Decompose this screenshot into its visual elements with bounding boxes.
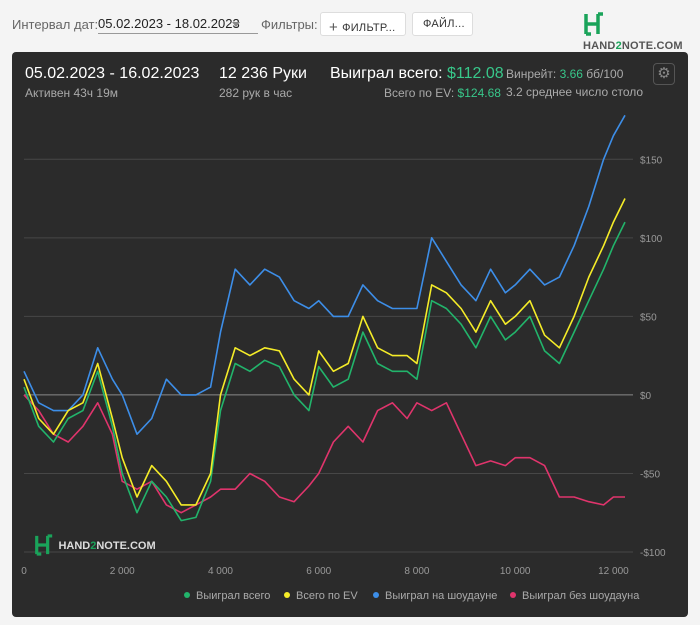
- legend-dot: [184, 592, 190, 598]
- x-tick-label: 0: [21, 566, 27, 577]
- legend-dot: [510, 592, 516, 598]
- legend-label: Выиграл всего: [196, 590, 271, 602]
- legend-label: Выиграл без шоудауна: [522, 590, 640, 602]
- winrate-label: Винрейт:: [506, 67, 557, 81]
- top-bar: Интервал дат: 05.02.2023 - 18.02.2023 Фи…: [0, 0, 700, 52]
- x-tick-label: 8 000: [404, 566, 429, 577]
- won-total: Выиграл всего: $112.08: [330, 65, 504, 83]
- legend-dot: [284, 592, 290, 598]
- legend-non-showdown[interactable]: Выиграл без шоудауна: [510, 590, 639, 602]
- y-tick-label: -$50: [640, 469, 660, 480]
- avg-tables: 3.2 среднее число столо: [506, 85, 644, 99]
- watermark-logo: HAND2NOTE.COM: [34, 534, 156, 556]
- logo-text-b: 2: [615, 40, 622, 52]
- ev-total-label: Всего по EV:: [384, 86, 455, 100]
- x-tick-label: 10 000: [500, 566, 531, 577]
- file-button-label: ФАЙЛ...: [423, 18, 465, 30]
- filter-button[interactable]: + ФИЛЬТР...: [320, 12, 406, 36]
- won-total-label: Выиграл всего:: [330, 65, 443, 82]
- date-range-select[interactable]: 05.02.2023 - 18.02.2023: [98, 16, 258, 34]
- x-tick-label: 12 000: [598, 566, 629, 577]
- legend-ev[interactable]: Всего по EV: [284, 590, 358, 602]
- graph-panel: 05.02.2023 - 16.02.2023 Активен 43ч 19м …: [12, 52, 688, 617]
- winrate: Винрейт: 3.66 бб/100: [506, 67, 623, 81]
- x-tick-label: 4 000: [208, 566, 233, 577]
- winrate-unit: бб/100: [586, 67, 624, 81]
- series-line-non-showdown: [23, 394, 625, 514]
- y-tick-label: $50: [640, 312, 657, 323]
- y-tick-label: $0: [640, 391, 652, 402]
- chevron-down-icon[interactable]: [232, 22, 240, 27]
- file-button[interactable]: ФАЙЛ...: [412, 12, 473, 36]
- summary-date-range: 05.02.2023 - 16.02.2023: [25, 65, 200, 82]
- logo-text-a: HAND: [583, 40, 616, 52]
- winrate-value: 3.66: [559, 67, 583, 81]
- series-line-won-total: [23, 221, 626, 522]
- summary-hands-per-hour: 282 рук в час: [219, 86, 293, 100]
- gear-icon[interactable]: ⚙: [653, 63, 675, 85]
- ev-total: Всего по EV: $124.68: [384, 86, 501, 100]
- legend-label: Выиграл на шоудауне: [385, 590, 498, 602]
- y-tick-label: -$100: [640, 548, 666, 559]
- summary-hands: 12 236 Руки: [219, 65, 307, 82]
- ev-total-value: $124.68: [457, 86, 501, 100]
- hand2note-logo-icon: [584, 12, 603, 36]
- legend-won-total[interactable]: Выиграл всего: [184, 590, 270, 602]
- filters-label: Фильтры:: [261, 17, 318, 32]
- watermark-text-a: HAND: [58, 540, 91, 553]
- watermark-text-c: NOTE.COM: [96, 540, 156, 553]
- y-tick-label: $100: [640, 234, 663, 245]
- x-tick-label: 6 000: [306, 566, 331, 577]
- legend-dot: [373, 592, 379, 598]
- x-tick-label: 2 000: [110, 566, 135, 577]
- won-total-value: $112.08: [447, 65, 504, 82]
- watermark-logo-icon: [35, 534, 53, 556]
- watermark-text-b: 2: [90, 540, 97, 553]
- plus-icon: +: [329, 19, 339, 36]
- y-tick-label: $150: [640, 155, 663, 166]
- filter-button-label: ФИЛЬТР...: [342, 22, 396, 34]
- series-line-ev: [23, 198, 626, 506]
- date-interval-label: Интервал дат:: [12, 17, 99, 32]
- legend-showdown[interactable]: Выиграл на шоудауне: [373, 590, 497, 602]
- summary-active-time: Активен 43ч 19м: [25, 86, 118, 100]
- logo-text-c: NOTE.COM: [621, 40, 683, 52]
- graph-chart: $150 $100 $50 $0 -$50 -$100 0 2 000 4 000 6 000 8 …: [21, 114, 666, 577]
- series-line-showdown: [23, 114, 626, 436]
- hand2note-logo: HAND2NOTE.COM: [583, 12, 700, 54]
- legend-label: Всего по EV: [296, 590, 358, 602]
